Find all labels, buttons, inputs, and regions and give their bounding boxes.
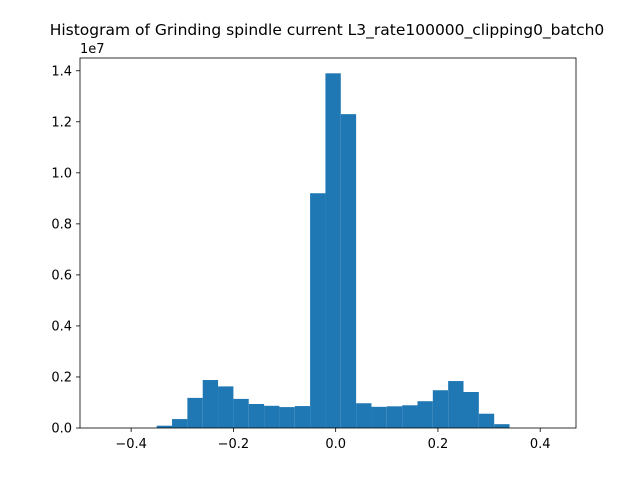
histogram-bar xyxy=(294,406,311,428)
histogram-bar xyxy=(218,386,234,428)
x-tick-label: −0.2 xyxy=(218,437,250,452)
chart-title: Histogram of Grinding spindle current L3… xyxy=(50,21,605,40)
histogram-bar xyxy=(340,114,357,428)
histogram-bar xyxy=(233,398,249,428)
histogram-bar xyxy=(448,381,464,428)
histogram-bar xyxy=(386,406,403,428)
histogram-bar xyxy=(202,380,219,428)
x-tick-label: −0.4 xyxy=(115,437,147,452)
histogram-bar xyxy=(478,413,495,428)
histogram-bar xyxy=(463,392,479,428)
x-tick-label: 0.0 xyxy=(325,437,346,452)
x-tick-label: 0.2 xyxy=(428,437,449,452)
x-tick-label: 0.4 xyxy=(530,437,551,452)
histogram-bar xyxy=(402,405,418,428)
histogram-bars xyxy=(156,73,510,428)
y-tick-label: 1.4 xyxy=(51,64,72,79)
histogram-bar xyxy=(371,406,387,428)
histogram-bar xyxy=(417,401,433,428)
histogram-bar xyxy=(187,397,203,428)
plot-area-frame xyxy=(79,57,577,429)
y-tick-label: 1.0 xyxy=(51,166,72,181)
histogram-bar xyxy=(356,403,372,428)
histogram-bar xyxy=(172,419,188,428)
y-tick-label: 0.4 xyxy=(51,319,72,334)
histogram-bar xyxy=(264,405,280,428)
y-tick-label: 0.6 xyxy=(51,268,72,283)
y-tick-label: 0.8 xyxy=(51,217,72,232)
y-tick-label: 0.2 xyxy=(51,370,72,385)
y-tick-label: 0.0 xyxy=(51,422,72,437)
y-axis-ticks: 0.0 0.2 0.4 0.6 0.8 1.0 1.2 1.4 xyxy=(51,64,80,437)
histogram-bar xyxy=(156,425,173,428)
histogram-bar xyxy=(248,404,265,428)
histogram-bar xyxy=(310,193,326,428)
histogram-bar xyxy=(325,73,341,428)
y-axis-offset-label: 1e7 xyxy=(80,42,105,57)
x-axis-ticks: −0.4 −0.2 0.0 0.2 0.4 xyxy=(115,428,551,452)
histogram-bar xyxy=(432,390,449,428)
y-tick-label: 1.2 xyxy=(51,115,72,130)
histogram-bar xyxy=(494,424,510,428)
histogram-bar xyxy=(279,407,295,428)
